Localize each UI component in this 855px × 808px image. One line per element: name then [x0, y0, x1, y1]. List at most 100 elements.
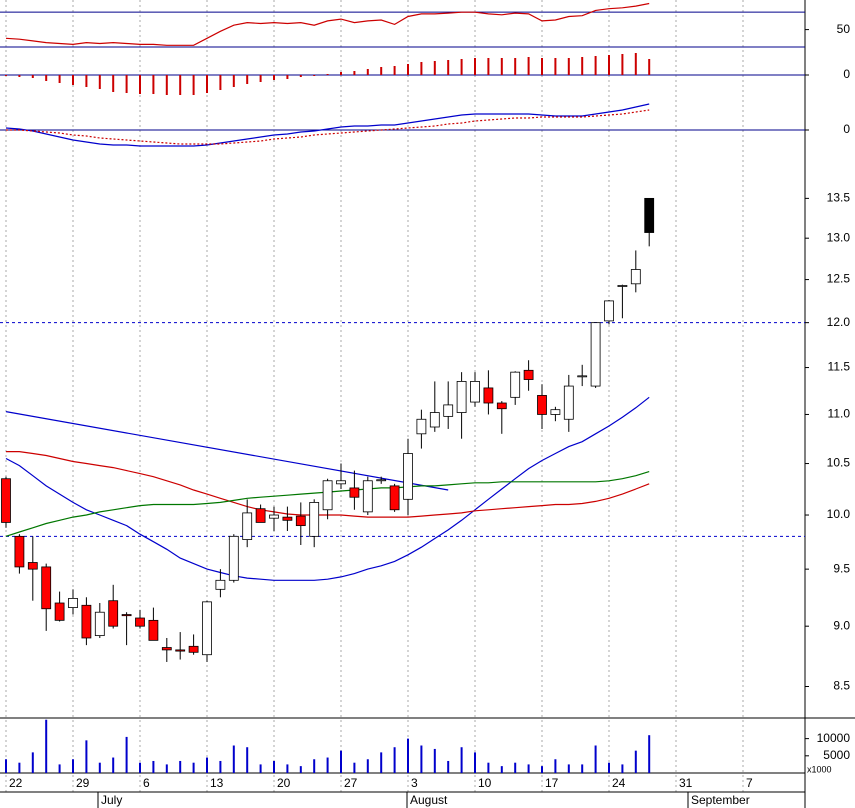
- bar: [98, 75, 101, 89]
- candle-body: [590, 322, 601, 387]
- y-tick-label: 50: [837, 22, 851, 36]
- bar: [460, 59, 463, 75]
- candle-body: [550, 409, 561, 415]
- bar: [259, 764, 262, 773]
- month-label: September: [691, 793, 750, 807]
- candle-body: [416, 418, 427, 435]
- x-tick-label: 24: [612, 776, 626, 790]
- bar: [447, 60, 450, 75]
- bar: [18, 75, 21, 77]
- bar: [554, 759, 557, 773]
- bar: [433, 748, 436, 773]
- x-tick-label: 20: [277, 776, 291, 790]
- bar: [366, 759, 369, 773]
- y-tick-label: 10000: [817, 731, 851, 745]
- x-tick-label: 6: [143, 776, 150, 790]
- bar: [112, 757, 115, 773]
- bar: [648, 735, 651, 773]
- bar: [474, 58, 476, 75]
- bar: [581, 764, 584, 773]
- bar: [45, 75, 48, 81]
- bar: [58, 764, 61, 773]
- bar: [85, 75, 88, 87]
- candle-body: [403, 453, 413, 500]
- bar: [608, 762, 610, 773]
- bar: [326, 74, 329, 75]
- bar: [514, 58, 517, 75]
- candle-body: [456, 381, 467, 413]
- bar: [31, 75, 34, 78]
- bar: [527, 764, 530, 773]
- unit-label: x1000: [807, 764, 832, 774]
- candle-body: [429, 412, 440, 428]
- y-tick-label: 11.5: [828, 360, 851, 374]
- bar: [594, 56, 597, 75]
- candle-body: [617, 285, 628, 287]
- bar: [112, 75, 115, 92]
- bar: [219, 760, 222, 773]
- candle-body: [54, 602, 65, 621]
- bar: [353, 71, 356, 75]
- bar: [286, 764, 289, 773]
- bar: [340, 72, 342, 75]
- x-tick-label: 3: [411, 776, 418, 790]
- bar: [420, 62, 423, 75]
- candle-body: [523, 369, 534, 380]
- candle-body: [510, 371, 521, 398]
- x-tick-label: 31: [679, 776, 693, 790]
- bar: [621, 54, 624, 75]
- candle-body: [108, 600, 119, 627]
- candle-body: [322, 480, 333, 511]
- bar: [165, 75, 168, 95]
- y-tick-label: 9.0: [833, 618, 850, 632]
- bar: [407, 64, 409, 75]
- candle-body: [202, 601, 212, 656]
- candle-body: [175, 649, 186, 652]
- bar: [514, 762, 517, 773]
- y-tick-label: 13.0: [827, 230, 851, 244]
- bar: [152, 760, 155, 773]
- bar: [98, 762, 101, 773]
- bar: [246, 75, 249, 84]
- bar: [232, 745, 235, 773]
- x-tick-label: 22: [9, 776, 23, 790]
- candle-body: [269, 514, 279, 519]
- candle-body: [228, 535, 239, 581]
- candle-body: [577, 375, 588, 378]
- moving-average: [5, 396, 650, 581]
- bar: [58, 75, 61, 83]
- bar: [634, 53, 637, 75]
- candle-body: [362, 480, 373, 513]
- x-tick-label: 10: [478, 776, 492, 790]
- x-tick-label: 27: [344, 776, 358, 790]
- candle-body: [188, 645, 199, 653]
- x-tick-label: 13: [210, 776, 224, 790]
- y-tick-label: 8.5: [833, 679, 850, 693]
- bar: [45, 719, 48, 773]
- bar: [433, 61, 436, 75]
- candle-body: [148, 619, 159, 641]
- bar: [125, 736, 128, 773]
- bar: [487, 58, 490, 75]
- bar: [139, 75, 141, 94]
- x-tick-label: 17: [545, 776, 559, 790]
- candle-body: [470, 381, 480, 403]
- bar: [500, 766, 503, 773]
- candle-body: [604, 300, 614, 322]
- bar: [273, 75, 275, 80]
- series-line: [6, 109, 650, 145]
- bar: [567, 58, 570, 75]
- bar: [273, 760, 275, 773]
- candle-body: [336, 480, 346, 485]
- candle-body: [537, 395, 547, 415]
- bar: [206, 75, 208, 93]
- bar: [474, 752, 476, 773]
- bar: [407, 738, 409, 773]
- candle-body: [242, 512, 253, 540]
- candle-body: [161, 647, 172, 651]
- candle-body: [121, 614, 132, 617]
- bar: [340, 750, 342, 773]
